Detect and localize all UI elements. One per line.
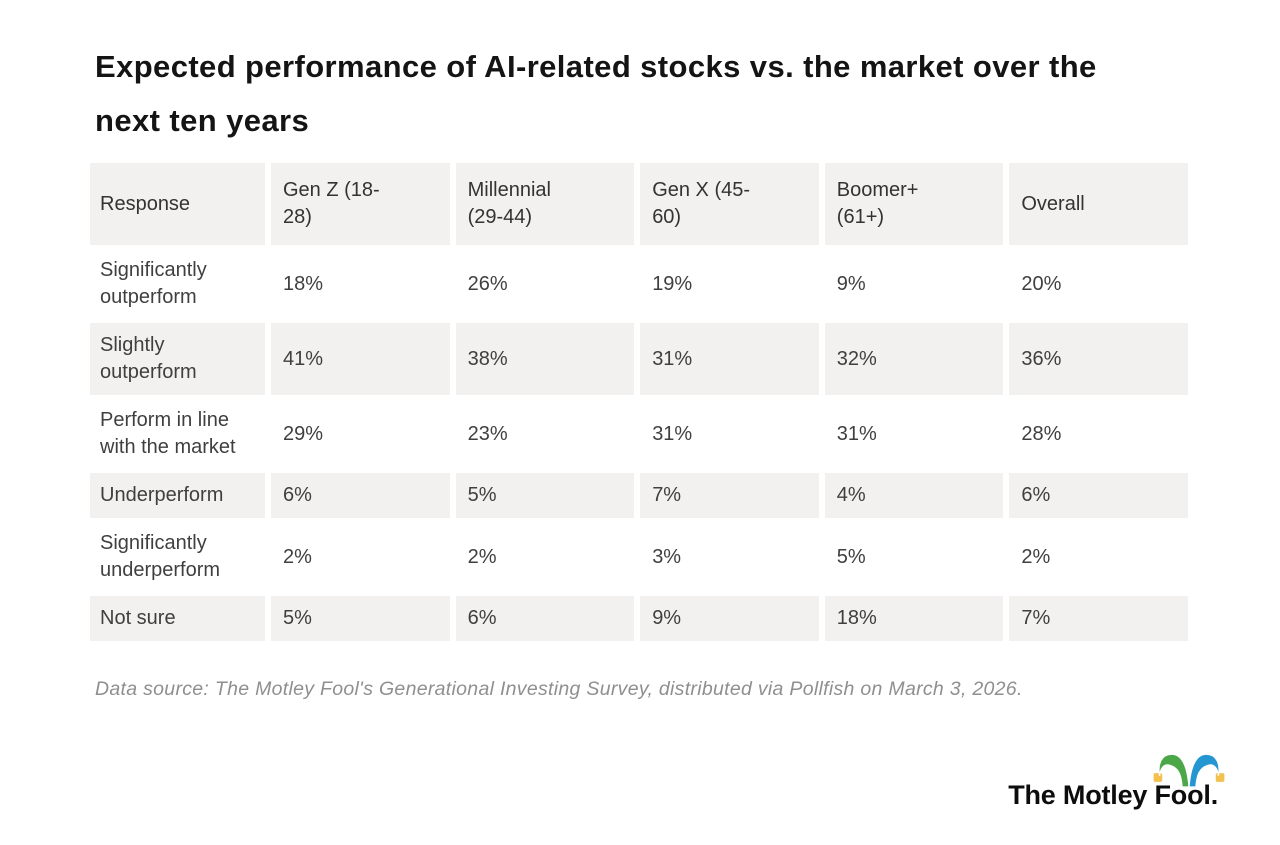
table-cell: 2% <box>467 545 497 568</box>
table-cell: 4% <box>824 473 1004 518</box>
jester-hat-icon <box>1153 753 1225 787</box>
table-cell: 6% <box>455 596 635 641</box>
table-cell: 29% <box>283 422 324 445</box>
table-cell: 6% <box>271 473 450 518</box>
table-cell: 19% <box>652 272 693 295</box>
column-header-boomer: Boomer+ (61+) <box>824 163 1004 245</box>
table-row-slightly-outperform: Slightly outperform 41% 38% 31% 32% 36% <box>90 323 1188 395</box>
column-header-millennial: Millennial (29-44) <box>455 163 635 245</box>
table-cell: 36% <box>1009 323 1188 395</box>
table-cell: 9% <box>836 272 866 295</box>
table-cell: 18% <box>283 272 324 295</box>
row-label: Significantly underperform <box>100 532 221 581</box>
chart-title: Expected performance of AI-related stock… <box>95 49 1097 138</box>
table-header-row: Response Gen Z (18-28) Millennial (29-44… <box>90 163 1188 245</box>
table-cell: 31% <box>640 323 819 395</box>
row-label: Underperform <box>90 473 265 518</box>
table-cell: 3% <box>652 545 682 568</box>
table-cell: 5% <box>455 473 635 518</box>
table-cell: 2% <box>283 545 312 568</box>
logo-text: The Motley Fool. <box>1008 780 1218 810</box>
table-cell: 7% <box>1009 596 1188 641</box>
row-label: Perform in line with the market <box>100 409 236 458</box>
table-row-perform-in-line: Perform in line with the market 29% 23% … <box>90 398 1188 470</box>
column-header-overall: Overall <box>1009 163 1188 245</box>
table-row-underperform: Underperform 6% 5% 7% 4% 6% <box>90 473 1188 518</box>
table-cell: 5% <box>271 596 450 641</box>
table-row-significantly-underperform: Significantly underperform 2% 2% 3% 5% 2… <box>90 521 1188 593</box>
table-cell: 2% <box>1021 545 1051 568</box>
row-label: Not sure <box>90 596 265 641</box>
survey-results-table: Response Gen Z (18-28) Millennial (29-44… <box>84 160 1194 644</box>
table-cell: 5% <box>836 545 866 568</box>
column-header-gen-z: Gen Z (18-28) <box>271 163 450 245</box>
column-header-response: Response <box>90 163 265 245</box>
table-cell: 6% <box>1009 473 1188 518</box>
source-note: Data source: The Motley Fool's Generatio… <box>95 678 1023 700</box>
table-row-not-sure: Not sure 5% 6% 9% 18% 7% <box>90 596 1188 641</box>
table-cell: 23% <box>467 422 508 445</box>
table-cell: 7% <box>640 473 819 518</box>
column-header-gen-x: Gen X (45-60) <box>640 163 819 245</box>
row-label: Slightly outperform <box>90 323 265 395</box>
table-row-significantly-outperform: Significantly outperform 18% 26% 19% 9% … <box>90 248 1188 320</box>
table-cell: 18% <box>824 596 1004 641</box>
row-label: Significantly outperform <box>100 259 207 308</box>
table-cell: 31% <box>836 422 877 445</box>
table-cell: 9% <box>640 596 819 641</box>
table-cell: 32% <box>824 323 1004 395</box>
motley-fool-logo: The Motley Fool. <box>1008 753 1225 811</box>
table-cell: 31% <box>652 422 693 445</box>
table-cell: 28% <box>1021 422 1062 445</box>
content-area: Expected performance of AI-related stock… <box>0 40 1280 701</box>
table-cell: 20% <box>1021 272 1062 295</box>
table-cell: 41% <box>271 323 450 395</box>
table-cell: 26% <box>467 272 508 295</box>
table-cell: 38% <box>455 323 635 395</box>
